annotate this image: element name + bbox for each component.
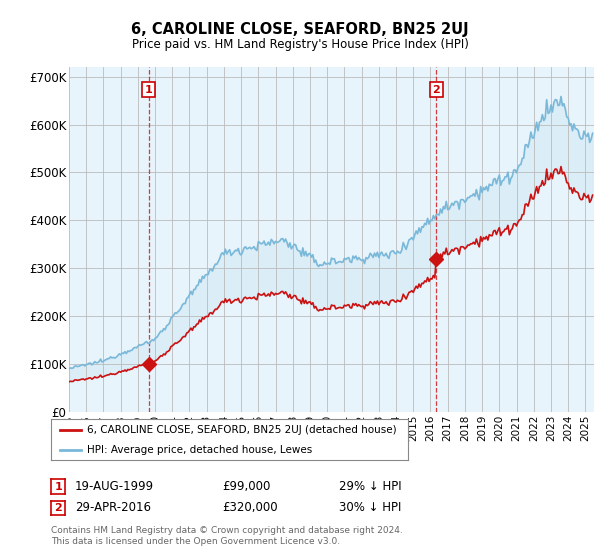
Text: Contains HM Land Registry data © Crown copyright and database right 2024.
This d: Contains HM Land Registry data © Crown c… (51, 526, 403, 546)
Text: 29-APR-2016: 29-APR-2016 (75, 501, 151, 515)
Text: 2: 2 (432, 85, 440, 95)
Text: HPI: Average price, detached house, Lewes: HPI: Average price, detached house, Lewe… (87, 445, 312, 455)
Text: 30% ↓ HPI: 30% ↓ HPI (339, 501, 401, 515)
Text: £99,000: £99,000 (222, 480, 271, 493)
Text: £320,000: £320,000 (222, 501, 278, 515)
Text: Price paid vs. HM Land Registry's House Price Index (HPI): Price paid vs. HM Land Registry's House … (131, 38, 469, 50)
Text: 2: 2 (55, 503, 62, 513)
Text: 29% ↓ HPI: 29% ↓ HPI (339, 480, 401, 493)
Text: 19-AUG-1999: 19-AUG-1999 (75, 480, 154, 493)
Text: 1: 1 (55, 482, 62, 492)
Text: 6, CAROLINE CLOSE, SEAFORD, BN25 2UJ: 6, CAROLINE CLOSE, SEAFORD, BN25 2UJ (131, 22, 469, 38)
Text: 1: 1 (145, 85, 152, 95)
Text: 6, CAROLINE CLOSE, SEAFORD, BN25 2UJ (detached house): 6, CAROLINE CLOSE, SEAFORD, BN25 2UJ (de… (87, 425, 397, 435)
